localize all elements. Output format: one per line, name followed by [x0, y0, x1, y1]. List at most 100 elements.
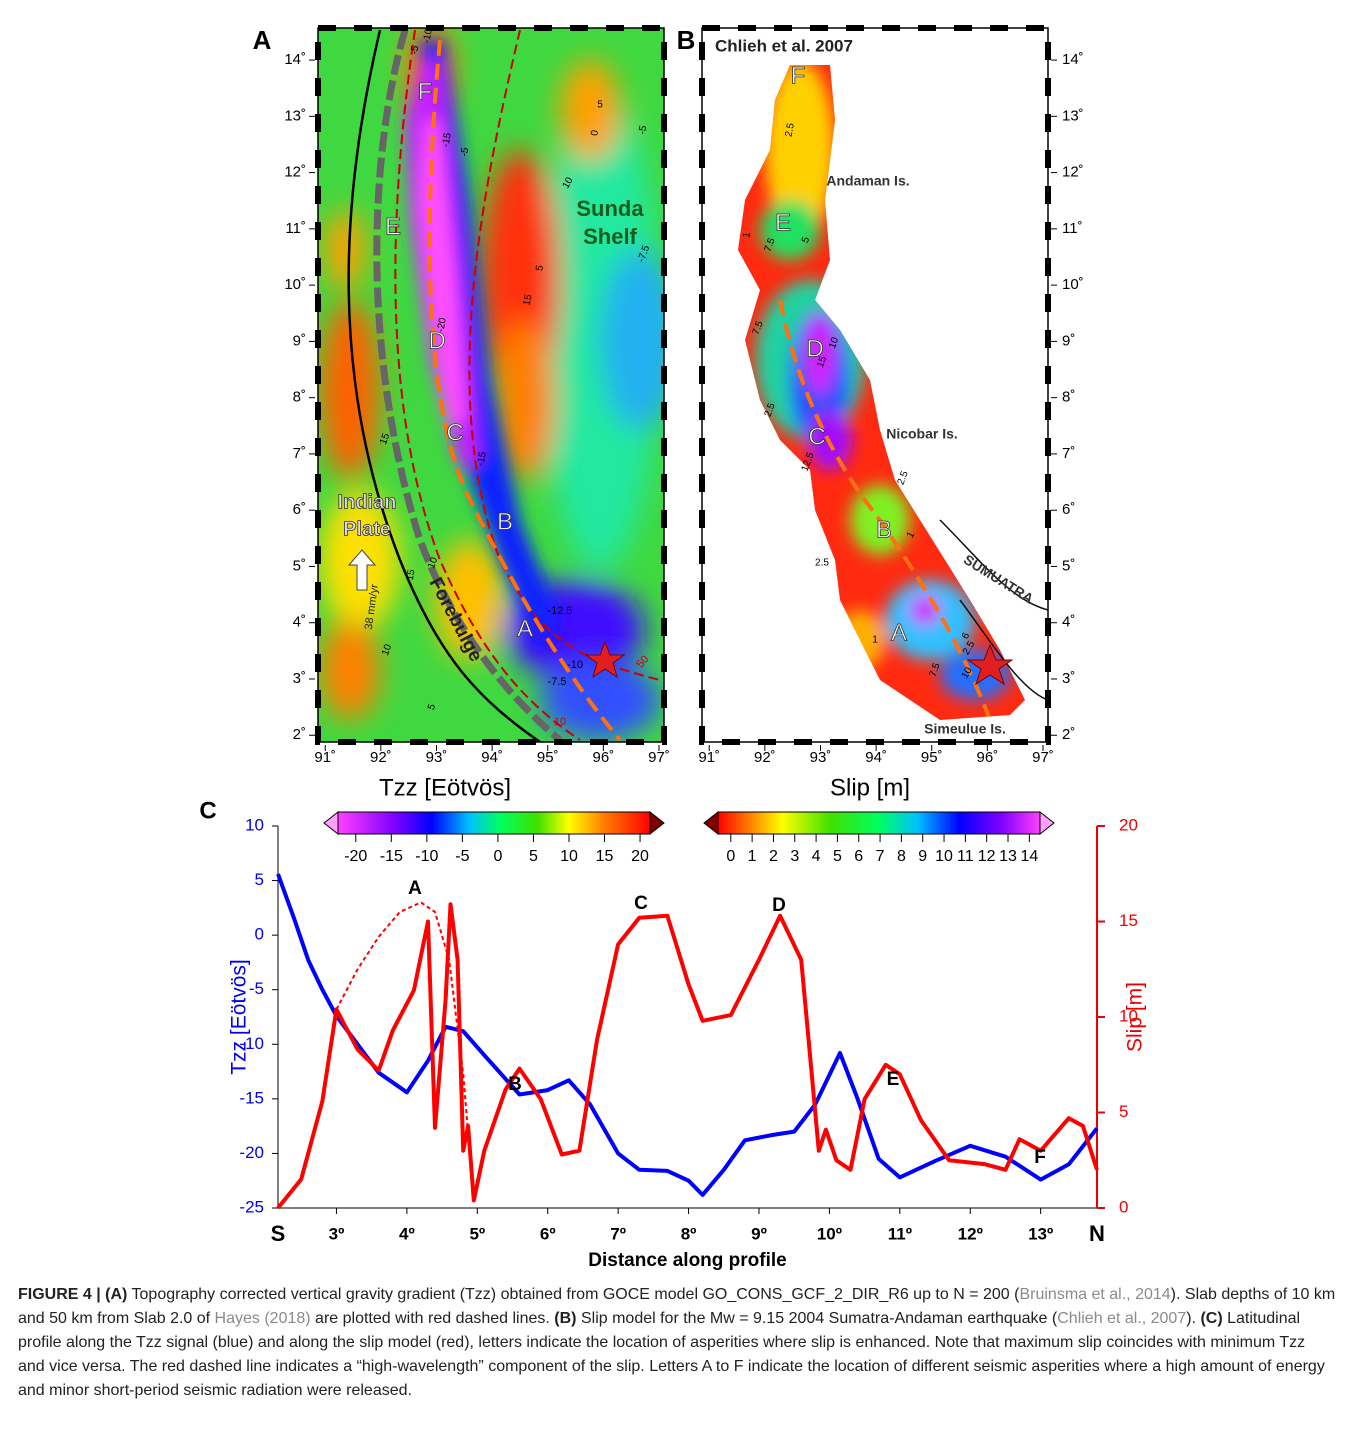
map-annotation: Sunda: [576, 196, 644, 221]
caption-part[interactable]: Chlieh et al., 2007: [1057, 1310, 1187, 1327]
y-tick-label: 7˚: [1062, 445, 1075, 462]
caption-part[interactable]: Hayes (2018): [214, 1310, 311, 1327]
map-annotation: -12.5: [547, 605, 572, 617]
map-annotation: 5: [426, 702, 438, 711]
map-annotation: A: [517, 615, 533, 642]
map-annotation: E: [385, 213, 401, 240]
map-annotation: 2.5: [763, 401, 778, 418]
map-annotation: 10: [426, 556, 440, 571]
y-tick-label: 10: [245, 815, 264, 834]
y-tick-label: -25: [239, 1197, 264, 1216]
y-tick-label: 9˚: [1062, 332, 1075, 349]
map-annotation: Chlieh et al. 2007: [715, 36, 853, 55]
y-tick-label: 14˚: [1062, 51, 1084, 68]
map-annotation: 1: [905, 530, 918, 541]
y-tick-label: -5: [249, 979, 264, 998]
y-tick-label: 13˚: [284, 107, 306, 124]
x-tick-label: 13º: [1028, 1224, 1053, 1243]
map-annotation: Plate: [343, 518, 391, 540]
colorbar-tick-label: 2: [769, 848, 778, 865]
x-tick-label: 94˚: [865, 749, 887, 766]
caption-part: (C): [1200, 1310, 1223, 1327]
y-tick-label: 9˚: [293, 332, 306, 349]
y-tick-label: 4˚: [1062, 614, 1075, 631]
colorbar-tick-label: 15: [596, 848, 614, 865]
y-tick-label: 5: [255, 870, 264, 889]
x-tick-label: 95˚: [537, 749, 559, 766]
x-tick-label: 8º: [681, 1224, 697, 1243]
map-annotation: Nicobar Is.: [886, 426, 958, 442]
colorbar-tick-label: 5: [529, 848, 538, 865]
map-annotation: D: [806, 335, 823, 362]
y-tick-label: 14˚: [284, 51, 306, 68]
y-tick-label: 2˚: [1062, 726, 1075, 743]
panel-letter: A: [253, 25, 272, 55]
colorbar: [337, 811, 651, 835]
map-annotation: Simeulue Is.: [924, 721, 1006, 737]
x-tick-label: 93˚: [810, 749, 832, 766]
colorbar-tick-label: 7: [876, 848, 885, 865]
caption-part: ). Slab depths of 10 km and 50 km from S…: [18, 1286, 1336, 1327]
x-tick-label: 96˚: [977, 749, 999, 766]
colorbar-tick-label: -15: [380, 848, 403, 865]
colorbar-tick-label: 10: [935, 848, 953, 865]
colorbar-tick-label: 11: [957, 848, 974, 865]
map-annotation: 1: [872, 635, 878, 646]
map-annotation: -15: [440, 132, 453, 149]
frame: [317, 27, 665, 743]
x-tick-label: 92˚: [754, 749, 776, 766]
colorbar-tick-label: -5: [455, 848, 469, 865]
y-tick-label: 8˚: [1062, 389, 1075, 406]
slip-trend-line: [335, 901, 475, 1201]
panel-letter: B: [677, 25, 696, 55]
x-tick-label: 97˚: [648, 749, 670, 766]
y-tick-label: 5˚: [1062, 557, 1075, 574]
map-annotation: Shelf: [583, 224, 637, 249]
x-tick-label: 97˚: [1032, 749, 1054, 766]
colorbar: [717, 811, 1041, 835]
y2-tick-label: 5: [1119, 1102, 1128, 1121]
colorbar-tick-label: 0: [726, 848, 735, 865]
profile-line: [276, 902, 1099, 1210]
x-tick-label: N: [1089, 1221, 1105, 1246]
map-annotation: 10: [561, 175, 576, 191]
colorbar-tick-label: 14: [1020, 848, 1038, 865]
y-tick-label: 7˚: [293, 445, 306, 462]
map-annotation: 6: [960, 631, 973, 642]
map-annotation: Indian: [338, 491, 397, 513]
map-annotation: 7.5: [928, 661, 943, 678]
map-annotation: 0: [589, 129, 601, 137]
map-annotation: 10: [554, 716, 566, 728]
colorbar-tick-label: 5: [833, 848, 842, 865]
caption-part: are plotted with red dashed lines.: [310, 1310, 555, 1327]
asperity-label: A: [408, 878, 422, 899]
map-annotation: 15: [522, 293, 535, 306]
y-tick-label: 12˚: [1062, 164, 1084, 181]
map-annotation: -5: [459, 146, 471, 157]
map-annotation: 5: [534, 264, 546, 272]
map-annotation: 15: [405, 568, 418, 581]
x-tick-label: 7º: [610, 1224, 626, 1243]
map-annotation: -10: [421, 28, 434, 45]
colorbar-tick-label: 6: [854, 848, 863, 865]
asperity-label: C: [634, 893, 648, 914]
asperity-label: D: [772, 895, 786, 916]
map-annotation: 15: [815, 355, 829, 370]
map-annotation: 1: [741, 231, 753, 239]
colorbar-tick-label: 13: [999, 848, 1017, 865]
y-tick-label: 10˚: [284, 276, 306, 293]
colorbar-tick-label: 20: [631, 848, 649, 865]
map-annotation: B: [876, 516, 892, 543]
caption-part: ).: [1186, 1310, 1201, 1327]
map-annotation: -5: [409, 44, 421, 55]
map-annotation: -15: [475, 451, 488, 468]
x-tick-label: 9º: [751, 1224, 767, 1243]
map-annotation: 7.5: [763, 236, 778, 253]
x-tick-label: 93˚: [426, 749, 448, 766]
map-annotation: 2.5: [815, 558, 829, 569]
map-annotation: 10: [960, 665, 975, 681]
map-annotation: 5: [597, 100, 603, 111]
map-annotation: A: [891, 619, 907, 646]
caption-part[interactable]: Bruinsma et al., 2014: [1019, 1286, 1171, 1303]
y2-axis-title: Slip [m]: [1124, 982, 1147, 1052]
